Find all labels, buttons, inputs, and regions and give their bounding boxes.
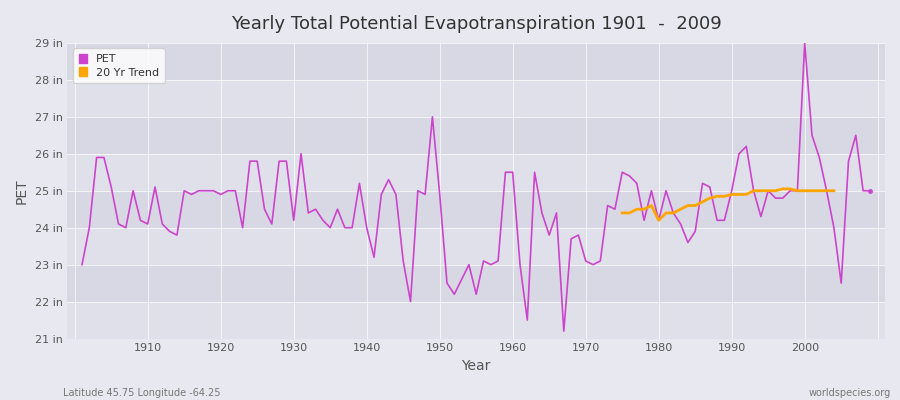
20 Yr Trend [792, 188, 803, 193]
PET [339, 225, 350, 230]
PET [799, 40, 810, 45]
Bar [68, 43, 885, 80]
Bar [68, 228, 885, 265]
Line: PET: PET [82, 43, 870, 331]
20 Yr Trend [632, 207, 643, 212]
20 Yr Trend [675, 207, 686, 212]
20 Yr Trend [646, 203, 657, 208]
20 Yr Trend [719, 194, 730, 199]
PET [135, 218, 146, 223]
Bar [68, 191, 885, 228]
20 Yr Trend [829, 188, 840, 193]
PET [865, 188, 876, 193]
Title: Yearly Total Potential Evapotranspiration 1901  -  2009: Yearly Total Potential Evapotranspiratio… [230, 15, 722, 33]
PET [508, 170, 518, 175]
20 Yr Trend [799, 188, 810, 193]
20 Yr Trend [624, 210, 634, 215]
20 Yr Trend [741, 192, 751, 197]
20 Yr Trend [778, 186, 788, 191]
Bar [68, 117, 885, 154]
20 Yr Trend [712, 194, 723, 199]
20 Yr Trend [682, 203, 693, 208]
20 Yr Trend [755, 188, 766, 193]
20 Yr Trend [814, 188, 824, 193]
20 Yr Trend [806, 188, 817, 193]
Bar [68, 302, 885, 338]
Bar [68, 265, 885, 302]
PET [558, 329, 569, 334]
20 Yr Trend [689, 203, 700, 208]
Bar [68, 154, 885, 191]
Y-axis label: PET: PET [15, 178, 29, 204]
Bar [68, 80, 885, 117]
PET [602, 203, 613, 208]
20 Yr Trend [653, 218, 664, 223]
20 Yr Trend [705, 196, 716, 200]
20 Yr Trend [726, 192, 737, 197]
20 Yr Trend [698, 200, 708, 204]
20 Yr Trend [616, 210, 627, 215]
20 Yr Trend [763, 188, 774, 193]
X-axis label: Year: Year [462, 359, 490, 373]
Text: worldspecies.org: worldspecies.org [809, 388, 891, 398]
20 Yr Trend [821, 188, 832, 193]
20 Yr Trend [668, 210, 679, 215]
20 Yr Trend [785, 186, 796, 191]
Legend: PET, 20 Yr Trend: PET, 20 Yr Trend [73, 48, 165, 83]
Line: 20 Yr Trend: 20 Yr Trend [622, 189, 834, 220]
PET [295, 151, 306, 156]
20 Yr Trend [661, 210, 671, 215]
20 Yr Trend [734, 192, 744, 197]
PET [500, 170, 511, 175]
20 Yr Trend [639, 207, 650, 212]
20 Yr Trend [748, 188, 759, 193]
Text: Latitude 45.75 Longitude -64.25: Latitude 45.75 Longitude -64.25 [63, 388, 220, 398]
20 Yr Trend [770, 188, 781, 193]
PET [76, 262, 87, 267]
